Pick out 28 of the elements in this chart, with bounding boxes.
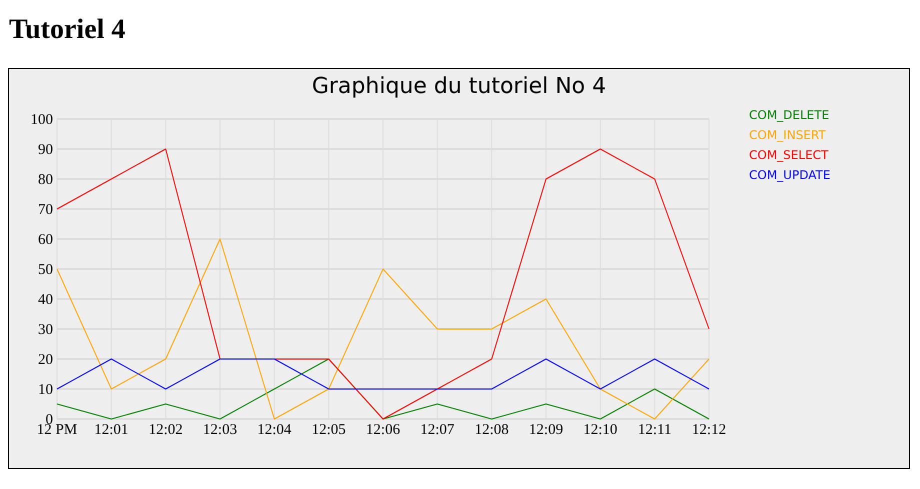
text: Tutoriel 4 <box>9 14 126 45</box>
x-tick-label: 12:01 <box>94 422 128 438</box>
y-tick-label: 90 <box>38 142 53 158</box>
y-tick-label: 80 <box>38 172 53 188</box>
y-tick-label: 50 <box>38 262 53 278</box>
y-tick-label: 70 <box>38 202 53 218</box>
y-tick-label: 60 <box>38 232 53 248</box>
x-tick-label: 12:09 <box>528 422 564 438</box>
x-tick-label: 12:12 <box>692 422 726 438</box>
x-tick-label: 12:11 <box>638 422 672 438</box>
y-tick-label: 20 <box>38 352 53 368</box>
y-tick-label: 100 <box>30 112 53 128</box>
text: COM_SELECT <box>749 148 830 162</box>
x-tick-label: 12:08 <box>474 422 509 438</box>
x-tick-label: 12:05 <box>312 422 346 438</box>
text: COM_UPDATE <box>749 168 830 182</box>
x-tick-label: 12:10 <box>583 422 618 438</box>
text: COM_INSERT <box>749 128 826 142</box>
x-tick-label: 12:04 <box>257 422 292 438</box>
x-tick-label: 12:02 <box>148 422 183 438</box>
text: COM_DELETE <box>749 108 830 122</box>
y-tick-label: 10 <box>38 382 53 398</box>
x-tick-label: 12:06 <box>366 422 401 438</box>
x-tick-label: 12:07 <box>420 422 455 438</box>
chart-title: Graphique du tutoriel No 4 <box>312 74 606 99</box>
y-tick-label: 30 <box>38 322 53 338</box>
y-tick-label: 40 <box>38 292 53 308</box>
x-tick-label: 12:03 <box>202 422 238 438</box>
